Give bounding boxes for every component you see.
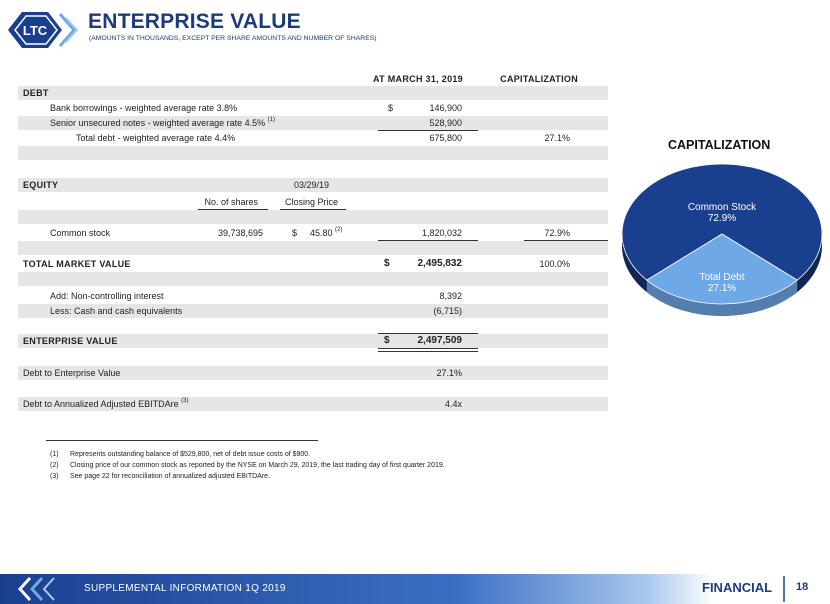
common-label: Common stock	[50, 228, 111, 238]
total-market-value-row: TOTAL MARKET VALUE $ 2,495,832 100.0%	[18, 257, 608, 271]
nci-value: 8,392	[439, 291, 462, 301]
debt-header-row: DEBT	[18, 86, 608, 100]
bank-label: Bank borrowings - weighted average rate …	[50, 103, 238, 113]
footnote-3-num: (3)	[50, 473, 59, 480]
col-header-capitalization: CAPITALIZATION	[500, 74, 578, 84]
footer-section-label: FINANCIAL	[702, 580, 773, 595]
ltc-logo: LTC	[8, 12, 78, 48]
enterprise-value-row: ENTERPRISE VALUE $ 2,497,509	[18, 334, 608, 348]
tmv-pct: 100.0%	[539, 259, 570, 269]
common-price-footnote-ref: (2)	[335, 227, 343, 233]
senior-notes-row: Senior unsecured notes - weighted averag…	[18, 116, 608, 130]
footnote-3-text: See page 22 for reconciliation of annual…	[70, 473, 271, 480]
pie-label-common-stock: Common Stock	[688, 202, 757, 213]
common-price: 45.80	[310, 228, 333, 238]
equity-label: EQUITY	[23, 180, 59, 190]
debt-to-ebitda-row: Debt to Annualized Adjusted EBITDAre (3)…	[18, 397, 608, 411]
cash-label: Less: Cash and cash equivalents	[50, 306, 183, 316]
d2e-footnote-ref: (3)	[181, 398, 189, 404]
nci-row: Add: Non-controlling interest 8,392	[18, 289, 608, 303]
debt-label: DEBT	[23, 88, 49, 98]
shares-col-label: No. of shares	[204, 197, 258, 207]
ev-dollar: $	[384, 335, 390, 346]
logo-text: LTC	[23, 23, 48, 38]
senior-label: Senior unsecured notes - weighted averag…	[50, 118, 266, 128]
pie-slice-total-debt	[646, 233, 798, 305]
bank-value: 146,900	[429, 103, 462, 113]
d2e-value: 4.4x	[444, 399, 462, 409]
tmv-dollar: $	[384, 258, 390, 269]
col-header-date: AT MARCH 31, 2019	[373, 74, 463, 84]
footnote-2: (2) Closing price of our common stock as …	[50, 462, 445, 469]
total-debt-value: 675,800	[429, 133, 462, 143]
senior-footnote-ref: (1)	[267, 117, 275, 123]
footnote-2-text: Closing price of our common stock as rep…	[70, 462, 445, 469]
page-title: ENTERPRISE VALUE	[88, 10, 301, 33]
cash-row: Less: Cash and cash equivalents (6,715)	[18, 304, 608, 318]
equity-header-row: EQUITY 03/29/19	[18, 178, 608, 192]
price-col-label: Closing Price	[284, 197, 338, 207]
common-pct: 72.9%	[544, 228, 570, 238]
footnote-1-text: Represents outstanding balance of $529,8…	[70, 451, 311, 458]
ev-label: ENTERPRISE VALUE	[23, 336, 118, 346]
footnote-3: (3) See page 22 for reconciliation of ann…	[50, 473, 270, 480]
equity-date: 03/29/19	[294, 180, 330, 190]
spacer-row-4	[18, 272, 608, 286]
common-shares: 39,738,695	[217, 228, 263, 238]
footnote-2-num: (2)	[50, 462, 59, 469]
spacer-row-2	[18, 210, 608, 224]
common-price-dollar: $	[292, 228, 298, 238]
page-subtitle: (AMOUNTS IN THOUSANDS, EXCEPT PER SHARE …	[89, 35, 377, 42]
common-stock-row: Common stock 39,738,695 $ 45.80 (2) 1,82…	[18, 226, 608, 240]
d2ev-label: Debt to Enterprise Value	[23, 368, 121, 378]
nci-label: Add: Non-controlling interest	[50, 291, 164, 301]
footnote-1-num: (1)	[50, 451, 59, 458]
total-debt-pct: 27.1%	[544, 133, 570, 143]
pie-value-common-stock: 72.9%	[708, 213, 736, 224]
pie-slice-common-stock	[621, 163, 823, 281]
spacer-row-3	[18, 241, 608, 255]
chart-title: CAPITALIZATION	[668, 138, 771, 152]
tmv-value: 2,495,832	[417, 258, 463, 269]
footer-bar	[0, 574, 830, 604]
bank-dollar: $	[388, 103, 394, 113]
cash-value: (6,715)	[433, 306, 462, 316]
pie-label-total-debt: Total Debt	[699, 272, 744, 283]
debt-to-ev-row: Debt to Enterprise Value 27.1%	[18, 366, 608, 380]
table-header-row: AT MARCH 31, 2019 CAPITALIZATION	[18, 72, 608, 86]
equity-subheader-row: No. of shares Closing Price	[18, 195, 608, 209]
common-value: 1,820,032	[421, 228, 462, 238]
spacer-row	[18, 146, 608, 160]
footer-text: SUPPLEMENTAL INFORMATION 1Q 2019	[84, 583, 286, 594]
footnote-rule	[46, 440, 318, 441]
d2ev-value: 27.1%	[436, 368, 462, 378]
total-debt-row: Total debt - weighted average rate 4.4% …	[18, 131, 608, 145]
page-number: 18	[796, 581, 809, 593]
pie-value-total-debt: 27.1%	[708, 283, 736, 294]
senior-value: 528,900	[429, 118, 462, 128]
tmv-label: TOTAL MARKET VALUE	[23, 259, 131, 269]
d2e-label: Debt to Annualized Adjusted EBITDAre	[23, 399, 179, 409]
pie-side-wall-debt	[646, 280, 798, 316]
total-debt-label: Total debt - weighted average rate 4.4%	[76, 133, 236, 143]
ev-value: 2,497,509	[417, 335, 463, 346]
bank-borrowings-row: Bank borrowings - weighted average rate …	[18, 101, 608, 115]
footnote-1: (1) Represents outstanding balance of $52…	[50, 451, 310, 458]
